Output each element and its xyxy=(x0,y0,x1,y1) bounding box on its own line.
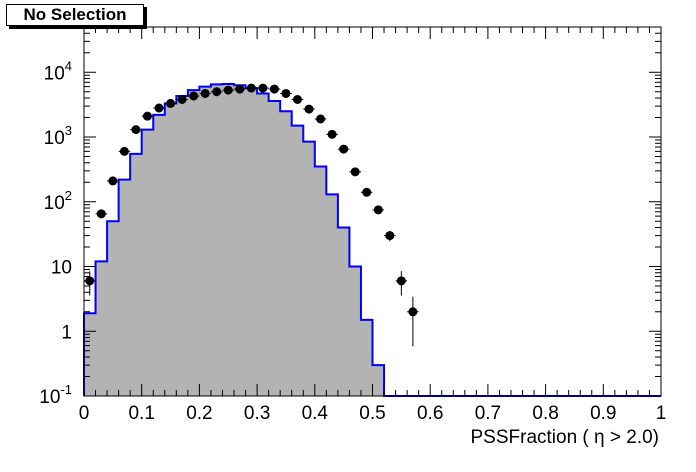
y-axis-ticks xyxy=(84,26,661,397)
y-tick-label: 1 xyxy=(61,322,72,343)
data-point xyxy=(360,187,373,197)
data-point xyxy=(199,88,211,98)
y-tick-base: 10 xyxy=(51,258,72,279)
x-tick-label: 0.3 xyxy=(244,403,270,424)
data-point xyxy=(164,98,177,108)
data-point xyxy=(349,167,361,177)
point-marker xyxy=(281,88,291,98)
point-marker xyxy=(154,103,164,113)
data-point xyxy=(245,83,258,93)
x-axis-tick-labels: 0 0.1 0.2 0.3 0.4 0.5 0.6 0.7 0.8 0.9 1 xyxy=(79,403,667,424)
point-marker xyxy=(131,125,141,135)
data-point xyxy=(372,205,385,215)
y-tick-label: 103 xyxy=(44,123,72,149)
y-tick-label: 102 xyxy=(44,188,72,214)
data-point xyxy=(210,87,223,97)
x-axis-title: PSSFraction ( η > 2.0) xyxy=(471,427,660,448)
point-marker xyxy=(350,167,360,177)
data-point xyxy=(326,129,338,139)
x-tick-label: 1 xyxy=(656,403,667,424)
point-marker xyxy=(396,276,406,286)
y-tick-base: 10 xyxy=(44,128,65,149)
point-marker xyxy=(166,98,176,108)
point-marker xyxy=(304,104,314,114)
x-tick-label: 0.5 xyxy=(359,403,385,424)
x-tick-label: 0.7 xyxy=(475,403,501,424)
x-tick-label: 0.2 xyxy=(186,403,212,424)
point-marker xyxy=(327,129,337,139)
y-tick-base: 10 xyxy=(44,63,65,84)
data-point xyxy=(395,271,408,296)
data-point xyxy=(95,209,108,219)
point-marker xyxy=(108,176,118,186)
point-marker xyxy=(269,84,279,94)
data-point xyxy=(337,144,350,154)
x-tick-label: 0.9 xyxy=(590,403,616,424)
point-marker xyxy=(316,114,326,124)
point-marker xyxy=(96,209,106,219)
data-point xyxy=(291,94,304,104)
point-marker xyxy=(373,205,383,215)
point-marker xyxy=(177,94,187,104)
data-point xyxy=(153,103,165,113)
y-tick-exponent: 2 xyxy=(65,188,72,203)
y-tick-label: 10 xyxy=(51,258,72,279)
data-point xyxy=(384,230,396,242)
data-point xyxy=(222,85,235,95)
data-point xyxy=(187,91,200,101)
data-point xyxy=(303,104,315,114)
data-point xyxy=(314,114,327,124)
data-point xyxy=(280,88,292,98)
data-point xyxy=(107,176,119,186)
y-tick-label: 104 xyxy=(44,58,72,84)
point-marker xyxy=(189,91,199,101)
point-marker xyxy=(212,87,222,97)
data-point xyxy=(257,83,269,93)
x-tick-label: 0.6 xyxy=(417,403,443,424)
y-tick-exponent: 4 xyxy=(65,58,72,73)
point-marker xyxy=(246,83,256,93)
x-tick-label: 0.8 xyxy=(532,403,558,424)
point-marker xyxy=(408,307,418,317)
point-marker xyxy=(119,146,129,156)
y-tick-base: 10 xyxy=(44,193,65,214)
point-marker xyxy=(142,111,152,121)
point-marker xyxy=(385,231,395,241)
y-tick-label: 10-1 xyxy=(39,382,72,408)
y-tick-exponent: -1 xyxy=(60,382,72,397)
data-point xyxy=(130,125,142,135)
y-tick-exponent: 3 xyxy=(65,123,72,138)
data-point xyxy=(118,146,131,156)
x-tick-label: 0.1 xyxy=(128,403,154,424)
y-tick-base: 1 xyxy=(61,322,72,343)
point-marker xyxy=(362,187,372,197)
x-tick-label: 0 xyxy=(79,403,90,424)
data-point xyxy=(407,296,419,347)
point-marker xyxy=(258,83,268,93)
data-point xyxy=(176,94,188,104)
chart-title: No Selection xyxy=(6,4,144,26)
mc-histogram xyxy=(83,82,661,397)
y-tick-base: 10 xyxy=(39,387,60,408)
data-point xyxy=(141,111,154,121)
point-marker xyxy=(223,85,233,95)
point-marker xyxy=(235,84,245,94)
x-axis-ticks xyxy=(83,27,662,396)
point-marker xyxy=(200,88,210,98)
histogram-fill xyxy=(84,83,661,396)
data-points xyxy=(84,83,419,347)
x-tick-label: 0.4 xyxy=(302,403,329,424)
data-point xyxy=(268,84,281,94)
point-marker xyxy=(339,144,349,154)
point-marker xyxy=(292,94,302,104)
data-point xyxy=(234,84,246,94)
